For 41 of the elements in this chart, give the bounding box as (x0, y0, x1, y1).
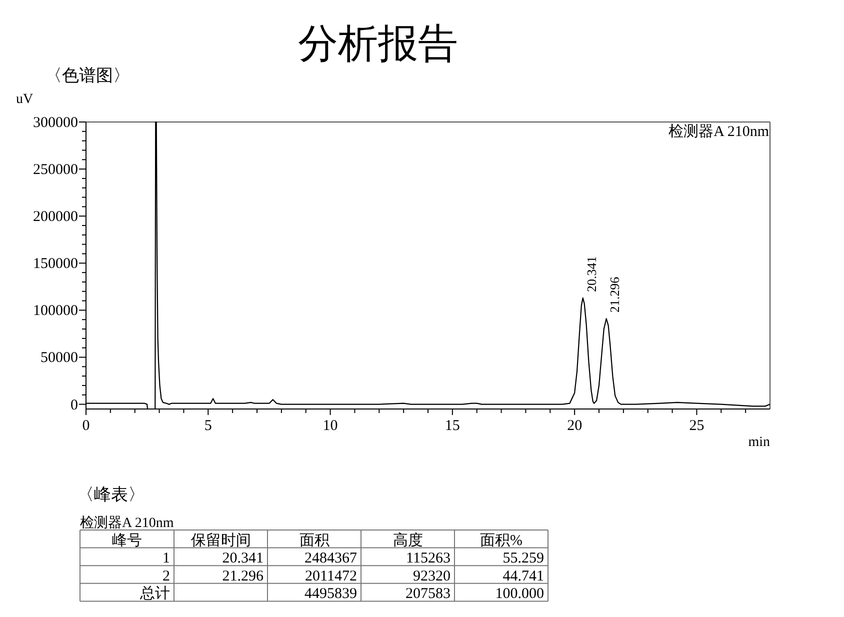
text: 100.000 (495, 586, 544, 602)
category-label: 面积% (480, 532, 522, 549)
y-tick-label: 150000 (33, 256, 78, 272)
y-tick-label: 0 (70, 397, 78, 414)
text: 〈峰表〉 (77, 485, 145, 504)
annotation: 检测器A 210nm (668, 123, 770, 140)
annotation: 20.341 (584, 256, 599, 292)
annotation: 21.296 (607, 276, 622, 313)
x-tick-label: 5 (204, 418, 212, 434)
chart-subtitle: 〈色谱图〉 (45, 66, 130, 85)
y-tick-label: 250000 (33, 162, 78, 178)
text: 115263 (406, 550, 450, 567)
y-tick-label: 200000 (33, 209, 78, 226)
category-label: 面积 (299, 532, 330, 549)
category-label: 2 (162, 568, 170, 584)
category-label: 总计 (140, 586, 170, 602)
x-tick-label: 0 (82, 418, 90, 434)
text: 峰号 (112, 532, 142, 549)
text: 2011472 (305, 568, 357, 584)
category-label: 1 (162, 550, 170, 567)
y-axis-title: uV (16, 92, 34, 107)
text: 检测器A 210nm (80, 515, 174, 531)
x-tick-label: 10 (322, 418, 338, 434)
category-label: 保留时间 (190, 532, 251, 549)
y-tick-label: 300000 (33, 115, 78, 131)
chart-title: 分析报告 (298, 21, 458, 66)
x-tick-label: 25 (689, 418, 704, 434)
text: 21.296 (222, 568, 264, 584)
text: 4495839 (304, 586, 357, 602)
y-tick-label: 50000 (40, 350, 78, 366)
text: 92320 (413, 568, 450, 584)
text: 20.341 (222, 550, 264, 567)
category-label: 高度 (392, 532, 423, 549)
x-tick-label: 20 (567, 418, 582, 434)
y-tick-label: 100000 (33, 303, 78, 320)
text: 207583 (406, 586, 450, 602)
text: 55.259 (502, 550, 544, 567)
text: 44.741 (502, 568, 544, 584)
x-axis-title: min (748, 435, 770, 450)
text: 2484367 (304, 550, 357, 567)
x-tick-label: 15 (444, 418, 460, 434)
